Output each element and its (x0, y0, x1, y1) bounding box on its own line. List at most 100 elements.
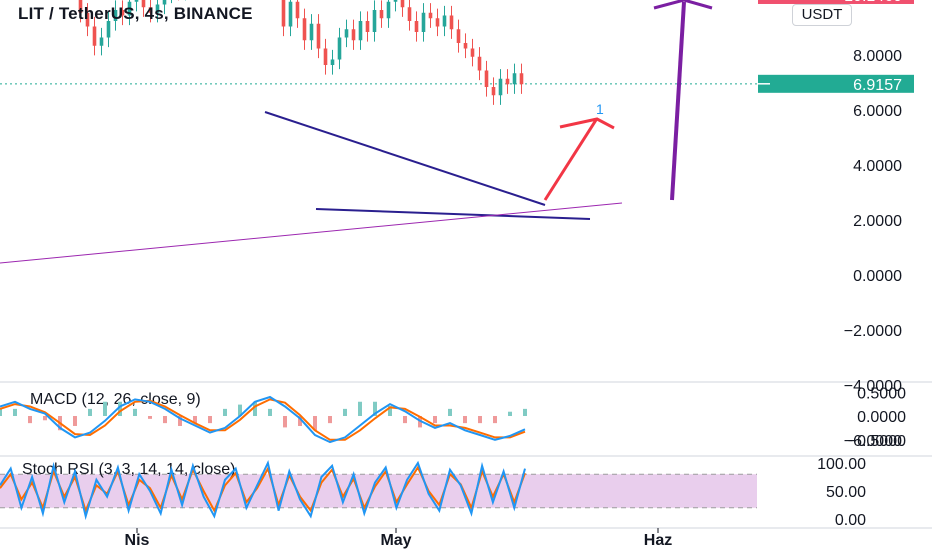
price-axis-tick: 4.0000 (853, 158, 902, 175)
macd-histogram-bar (73, 416, 77, 426)
macd-histogram-bar (523, 408, 527, 416)
price-axis-tick: 8.0000 (853, 48, 902, 65)
stoch-k-line (0, 459, 526, 521)
candle (155, 4, 160, 13)
candle (519, 73, 524, 85)
macd-histogram-bar (268, 408, 272, 416)
macd-title: MACD (12, 26, close, 9) (30, 391, 201, 408)
purple-arrow-head (653, 0, 713, 10)
macd-signal-line (0, 398, 526, 441)
candle (372, 10, 377, 32)
candle (120, 10, 125, 16)
chart-title: LIT / TetherUS, 4s, BINANCE (18, 4, 253, 23)
macd-line (0, 395, 526, 444)
candle (106, 21, 111, 38)
stoch-axis-tick: 50.00 (826, 484, 866, 501)
candle (428, 12, 433, 19)
candle (421, 12, 426, 32)
currency-button[interactable]: USDT (792, 4, 852, 26)
wedge-lower-trendline[interactable] (315, 208, 591, 220)
wedge-upper-trendline[interactable] (264, 111, 546, 206)
price-label-badge (758, 74, 914, 93)
price-label-badge (758, 0, 914, 4)
candle (393, 0, 398, 2)
macd-histogram-bar (508, 411, 512, 416)
candle (386, 1, 391, 19)
macd-histogram-bar (298, 416, 302, 426)
red-target-arrow[interactable] (543, 119, 598, 201)
macd-histogram-bar (148, 416, 152, 419)
candle (281, 0, 286, 27)
macd-axis-tick: 0.5000 (857, 385, 906, 402)
macd-axis-tick: 0.0000 (857, 409, 906, 426)
macd-histogram-bar (358, 401, 362, 416)
macd-histogram-bar (478, 416, 482, 424)
macd-histogram-bar (118, 401, 122, 416)
candle (351, 29, 356, 41)
purple-target-arrow[interactable] (670, 1, 686, 201)
candle (400, 0, 405, 8)
macd-histogram-bar (238, 404, 242, 416)
candle (442, 15, 447, 27)
price-label-text: 10.1460 (844, 0, 902, 5)
stoch-d-line (0, 465, 526, 514)
macd-histogram-bar (28, 416, 32, 424)
target-label-1: 1 (596, 101, 604, 117)
candle (491, 87, 496, 96)
candle (365, 21, 370, 32)
candle (302, 18, 307, 41)
candle (148, 7, 153, 13)
macd-histogram-bar (0, 408, 2, 416)
candle (484, 70, 489, 87)
macd-histogram-bar (88, 408, 92, 416)
price-axis-tick: 2.0000 (853, 213, 902, 230)
red-arrow-head (559, 117, 615, 130)
macd-histogram-bar (133, 408, 137, 416)
price-axis-tick: 6.0000 (853, 103, 902, 120)
macd-histogram-bar (43, 416, 47, 421)
candle (498, 78, 503, 96)
candle (323, 48, 328, 65)
price-axis-tick: −4.0000 (844, 378, 902, 395)
candle (505, 78, 510, 85)
macd-histogram-bar (223, 408, 227, 416)
candle (113, 10, 118, 21)
candle (288, 1, 293, 27)
price-axis-tick: −2.0000 (844, 323, 902, 340)
macd-histogram-bar (208, 416, 212, 424)
candle (435, 18, 440, 27)
macd-histogram-bar (463, 416, 467, 424)
stoch-axis-tick: 0.00 (835, 512, 866, 529)
macd-histogram-bar (388, 406, 392, 416)
candle (358, 21, 363, 41)
macd-histogram-bar (403, 416, 407, 424)
candle (85, 12, 90, 27)
candle (92, 26, 97, 46)
candle (141, 0, 146, 8)
price-axis-tick: −6.0000 (844, 433, 902, 450)
candle (470, 48, 475, 57)
macd-histogram-bar (103, 401, 107, 416)
candle (162, 0, 167, 5)
macd-histogram-bar (373, 401, 377, 416)
candle (512, 73, 517, 85)
macd-histogram-bar (433, 416, 437, 424)
candle (456, 29, 461, 43)
candle (379, 10, 384, 19)
price-axis-tick: 0.0000 (853, 268, 902, 285)
candle (134, 0, 139, 2)
macd-histogram-bar (493, 416, 497, 424)
macd-histogram-bar (178, 416, 182, 426)
support-trendline[interactable] (0, 202, 623, 264)
candle (463, 43, 468, 49)
macd-histogram-bar (313, 416, 317, 431)
macd-histogram-bar (193, 416, 197, 424)
candle (407, 7, 412, 21)
candle (330, 59, 335, 65)
candle (477, 56, 482, 71)
candle (99, 37, 104, 46)
stoch-axis-tick: 100.00 (817, 456, 866, 473)
candle (309, 23, 314, 41)
macd-histogram-bar (448, 408, 452, 416)
